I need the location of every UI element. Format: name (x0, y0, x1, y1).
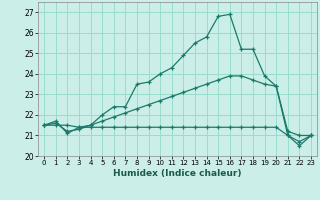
X-axis label: Humidex (Indice chaleur): Humidex (Indice chaleur) (113, 169, 242, 178)
